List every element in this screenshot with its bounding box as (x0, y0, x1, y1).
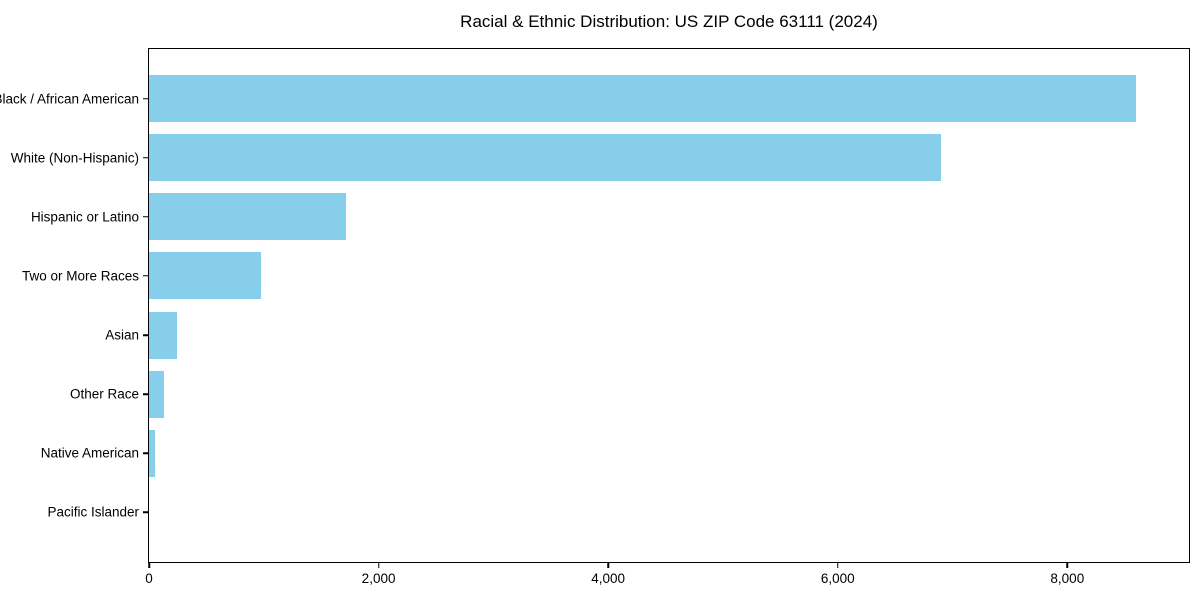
x-axis-tick-mark (607, 563, 609, 568)
bar (149, 370, 164, 418)
y-axis-label: White (Non-Hispanic) (10, 150, 139, 166)
y-axis-tick (143, 156, 148, 159)
category-row: Two or More Races (22, 246, 1189, 305)
category-row: Native American (41, 424, 1189, 483)
y-axis-label: Black / African American (0, 91, 139, 107)
x-axis-tick-label: 8,000 (1050, 571, 1085, 586)
x-axis-tick-mark (1066, 563, 1069, 568)
chart-title: Racial & Ethnic Distribution: US ZIP Cod… (460, 12, 878, 31)
y-axis-label: Asian (105, 327, 139, 343)
x-axis-tick-label: 2,000 (361, 571, 396, 586)
y-axis-tick (143, 393, 148, 395)
bar (149, 134, 942, 182)
category-row: Black / African American (0, 69, 1189, 128)
y-axis-tick (143, 452, 148, 455)
bar (149, 252, 261, 300)
category-row: Pacific Islander (47, 483, 1189, 542)
bars-container: Black / African American White (Non-Hispa… (0, 49, 1189, 562)
y-axis-label: Two or More Races (21, 268, 139, 284)
bar (149, 429, 155, 477)
y-axis-label: Other Race (69, 386, 139, 402)
bar (149, 311, 177, 359)
y-axis-tick (143, 97, 148, 100)
x-axis-tick-label: 0 (145, 571, 153, 586)
category-row: Other Race (70, 365, 1189, 424)
y-axis-tick (143, 275, 148, 277)
y-axis-label: Native American (40, 445, 139, 461)
x-axis-tick-label: 4,000 (591, 571, 626, 586)
plot-area: Black / African American White (Non-Hispa… (0, 48, 1190, 586)
category-row: White (Non-Hispanic) (11, 128, 1189, 187)
bar (149, 193, 347, 241)
x-axis-tick-mark (377, 563, 380, 568)
category-row: Asian (105, 306, 1189, 365)
y-axis-label: Hispanic or Latino (30, 209, 139, 225)
y-axis-label: Pacific Islander (47, 504, 139, 520)
y-axis-tick (143, 216, 148, 218)
x-axis-tick-mark (836, 563, 839, 568)
y-axis-tick (143, 334, 148, 336)
x-axis-tick-mark (148, 563, 150, 568)
y-axis-tick (143, 511, 148, 514)
x-axis-tick-label: 6,000 (820, 571, 855, 586)
bar (149, 75, 1137, 123)
x-axis: 0 2,000 4,000 6,000 8,000 (145, 562, 1189, 596)
category-row: Hispanic or Latino (31, 187, 1189, 246)
